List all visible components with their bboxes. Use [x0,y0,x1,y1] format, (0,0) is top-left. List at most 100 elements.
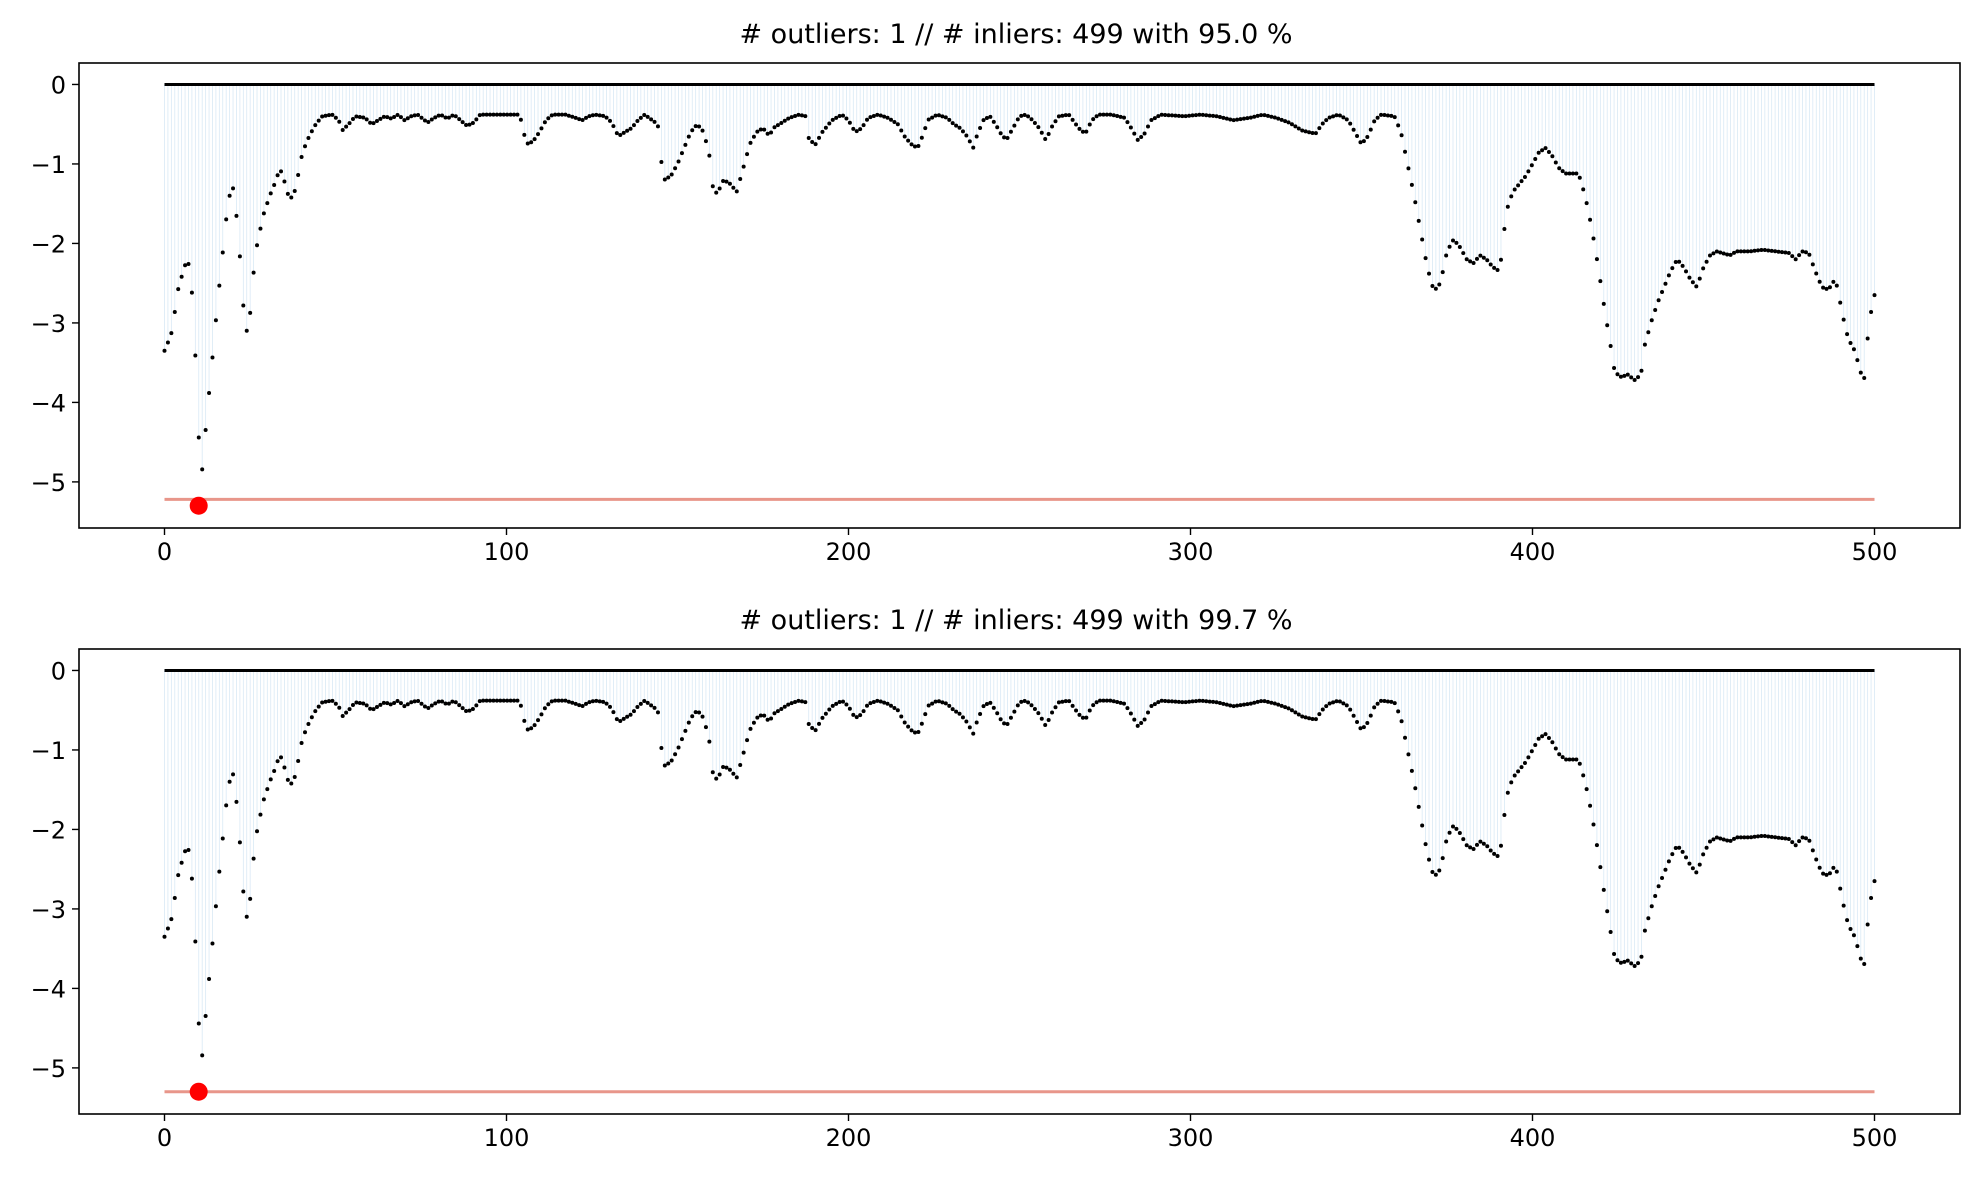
data-point-337 [1317,712,1322,717]
data-point-139 [638,701,643,706]
data-point-81 [440,699,445,704]
data-point-351 [1365,721,1370,726]
data-point-321 [1262,699,1267,704]
data-point-475 [1790,840,1795,845]
data-point-90 [470,120,475,125]
data-point-173 [755,715,760,720]
data-point-294 [1169,113,1174,118]
data-point-62 [374,119,379,124]
data-point-12 [203,428,208,433]
data-point-391 [1502,226,1507,231]
data-point-351 [1365,135,1370,140]
data-point-166 [731,771,736,776]
data-point-367 [1420,237,1425,242]
data-point-180 [779,706,784,711]
data-point-283 [1132,717,1137,722]
data-point-478 [1800,835,1805,840]
data-point-103 [515,698,520,703]
data-point-485 [1824,286,1829,291]
data-point-51 [337,705,342,710]
data-point-296 [1176,699,1181,704]
data-point-208 [875,698,880,703]
data-point-383 [1474,256,1479,261]
data-point-229 [947,703,952,708]
data-point-232 [957,711,962,716]
data-point-135 [625,128,630,133]
data-point-495 [1858,956,1863,961]
data-point-10 [196,1021,201,1026]
data-point-490 [1841,317,1846,322]
data-point-145 [659,746,664,751]
data-point-116 [560,112,565,117]
data-point-43 [309,129,314,134]
data-point-59 [364,703,369,708]
data-point-311 [1228,703,1233,708]
data-point-137 [631,123,636,128]
x-tick-label: 0 [157,538,172,566]
data-point-270 [1087,708,1092,713]
data-point-7 [186,262,191,267]
data-point-127 [597,113,602,118]
data-point-361 [1399,133,1404,138]
data-point-183 [789,701,794,706]
data-point-109 [536,718,541,723]
data-point-486 [1827,871,1832,876]
data-point-210 [882,700,887,705]
data-point-498 [1869,310,1874,315]
data-point-113 [549,113,554,118]
data-point-225 [933,699,938,704]
data-point-50 [333,115,338,120]
data-point-234 [964,133,969,138]
data-point-373 [1440,856,1445,861]
data-point-339 [1324,704,1329,709]
data-point-189 [810,725,815,730]
data-point-455 [1721,837,1726,842]
data-point-434 [1649,318,1654,323]
data-point-259 [1050,710,1055,715]
data-point-388 [1492,851,1497,856]
data-point-330 [1293,710,1298,715]
data-point-60 [368,706,373,711]
data-point-457 [1728,252,1733,257]
data-point-199 [844,702,849,707]
data-point-334 [1307,716,1312,721]
data-point-93 [481,112,486,117]
y-tick-label: −2 [31,816,66,844]
data-point-350 [1361,139,1366,144]
data-point-465 [1755,834,1760,839]
data-point-110 [539,126,544,131]
data-point-470 [1773,249,1778,254]
data-point-206 [868,701,873,706]
data-point-206 [868,115,873,120]
data-point-63 [378,702,383,707]
data-point-144 [655,710,660,715]
data-point-362 [1403,149,1408,154]
data-point-498 [1869,896,1874,901]
data-point-221 [919,721,924,726]
data-point-116 [560,698,565,703]
data-point-334 [1307,130,1312,135]
data-point-413 [1577,175,1582,180]
data-point-18 [224,217,229,222]
data-point-328 [1286,706,1291,711]
data-point-108 [532,137,537,142]
data-point-347 [1351,127,1356,132]
data-point-104 [518,703,523,708]
data-point-364 [1409,768,1414,773]
data-point-86 [457,117,462,122]
data-point-139 [638,115,643,120]
data-point-208 [875,112,880,117]
data-point-212 [888,703,893,708]
data-point-340 [1327,701,1332,706]
data-point-25 [248,310,253,315]
data-point-253 [1029,703,1034,708]
data-point-458 [1731,250,1736,255]
data-point-191 [817,721,822,726]
data-point-307 [1214,114,1219,119]
data-point-52 [340,713,345,718]
data-point-194 [827,121,832,126]
data-point-101 [508,698,513,703]
data-point-124 [587,700,592,705]
data-point-68 [395,112,400,117]
data-point-138 [635,118,640,123]
